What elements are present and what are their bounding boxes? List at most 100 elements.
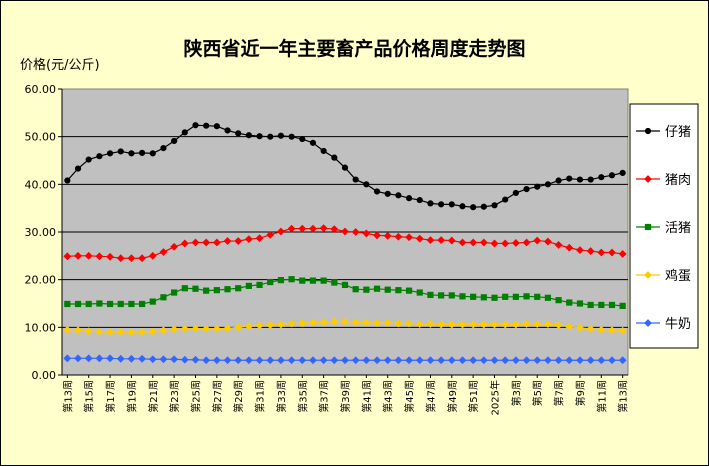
legend-label: 牛奶 bbox=[665, 317, 691, 332]
data-point bbox=[351, 356, 360, 365]
data-point bbox=[438, 201, 445, 208]
data-point bbox=[95, 252, 104, 261]
data-point bbox=[543, 320, 552, 328]
data-point bbox=[490, 356, 499, 365]
data-point bbox=[341, 227, 349, 236]
data-point bbox=[427, 200, 434, 207]
data-point bbox=[565, 243, 574, 252]
x-tick-label: 第41周 bbox=[360, 380, 373, 413]
data-point bbox=[277, 277, 285, 284]
data-point bbox=[191, 324, 200, 333]
data-point bbox=[598, 174, 605, 181]
data-point bbox=[470, 204, 477, 211]
data-point bbox=[127, 354, 136, 363]
x-tick-label: 第25周 bbox=[189, 380, 202, 413]
data-point bbox=[618, 250, 627, 258]
y-tick-label: 30.00 bbox=[25, 226, 57, 239]
data-point bbox=[576, 356, 584, 365]
data-point bbox=[85, 156, 92, 163]
y-tick-label: 10.00 bbox=[25, 321, 57, 334]
data-point bbox=[159, 248, 168, 256]
data-point bbox=[138, 254, 147, 263]
data-point bbox=[373, 319, 381, 327]
data-point bbox=[447, 320, 456, 329]
data-point bbox=[458, 356, 467, 365]
data-point bbox=[267, 278, 274, 286]
x-tick-label: 第13周 bbox=[617, 380, 630, 413]
data-point bbox=[469, 356, 478, 365]
data-point bbox=[127, 328, 136, 337]
data-point bbox=[555, 297, 562, 304]
data-point bbox=[96, 153, 103, 160]
data-point bbox=[223, 324, 232, 333]
data-point bbox=[597, 248, 606, 257]
data-point bbox=[255, 356, 264, 365]
data-point bbox=[511, 239, 520, 247]
data-point bbox=[554, 356, 563, 365]
legend-label: 仔猪 bbox=[665, 125, 691, 140]
data-point bbox=[203, 287, 210, 294]
data-point bbox=[244, 322, 253, 331]
data-point bbox=[490, 239, 499, 248]
x-tick-label: 第23周 bbox=[168, 380, 181, 413]
legend-label: 活猪 bbox=[665, 221, 691, 236]
data-point bbox=[447, 356, 456, 365]
data-point bbox=[543, 356, 552, 365]
data-point bbox=[490, 320, 499, 329]
data-point bbox=[501, 239, 510, 248]
data-point bbox=[426, 320, 435, 328]
data-point bbox=[309, 318, 317, 327]
data-point bbox=[534, 293, 541, 300]
data-point bbox=[116, 254, 125, 263]
data-point bbox=[479, 238, 488, 247]
data-point bbox=[618, 326, 627, 335]
data-point bbox=[363, 286, 370, 293]
data-point bbox=[320, 277, 327, 284]
data-point bbox=[394, 356, 403, 365]
legend-marker bbox=[644, 223, 652, 231]
data-point bbox=[566, 299, 573, 306]
data-point bbox=[63, 354, 72, 363]
data-point bbox=[383, 231, 392, 240]
data-point bbox=[212, 324, 221, 333]
data-point bbox=[287, 319, 296, 328]
data-point bbox=[234, 356, 243, 365]
data-point bbox=[437, 320, 446, 329]
data-point bbox=[277, 227, 285, 236]
data-point bbox=[522, 356, 531, 365]
data-point bbox=[159, 355, 168, 364]
x-tick-label: 第27周 bbox=[211, 380, 224, 413]
data-point bbox=[608, 326, 616, 335]
data-point bbox=[619, 169, 626, 176]
data-point bbox=[458, 238, 467, 247]
data-point bbox=[244, 356, 253, 365]
data-point bbox=[319, 356, 328, 365]
data-point bbox=[309, 277, 317, 284]
legend-marker bbox=[644, 319, 652, 327]
data-point bbox=[160, 145, 167, 152]
data-point bbox=[309, 139, 317, 146]
data-point bbox=[330, 225, 339, 234]
data-point bbox=[597, 325, 606, 334]
x-tick-label: 第19周 bbox=[125, 380, 138, 413]
data-point bbox=[192, 285, 199, 292]
data-point bbox=[171, 137, 178, 145]
data-point bbox=[565, 322, 574, 331]
data-point bbox=[63, 325, 72, 334]
data-point bbox=[319, 224, 328, 233]
legend-box bbox=[629, 103, 699, 349]
legend-entry: 活猪 bbox=[636, 221, 691, 236]
data-point bbox=[373, 231, 381, 240]
x-tick-label: 第11周 bbox=[595, 380, 608, 413]
data-point bbox=[363, 181, 370, 188]
data-point bbox=[74, 354, 82, 363]
data-point bbox=[288, 276, 295, 283]
x-tick-label: 第45周 bbox=[403, 380, 416, 413]
data-point bbox=[298, 356, 307, 365]
legend-label: 猪肉 bbox=[665, 173, 691, 188]
data-point bbox=[533, 320, 542, 328]
data-point bbox=[554, 321, 563, 329]
data-point bbox=[266, 230, 275, 239]
data-point bbox=[415, 234, 424, 243]
